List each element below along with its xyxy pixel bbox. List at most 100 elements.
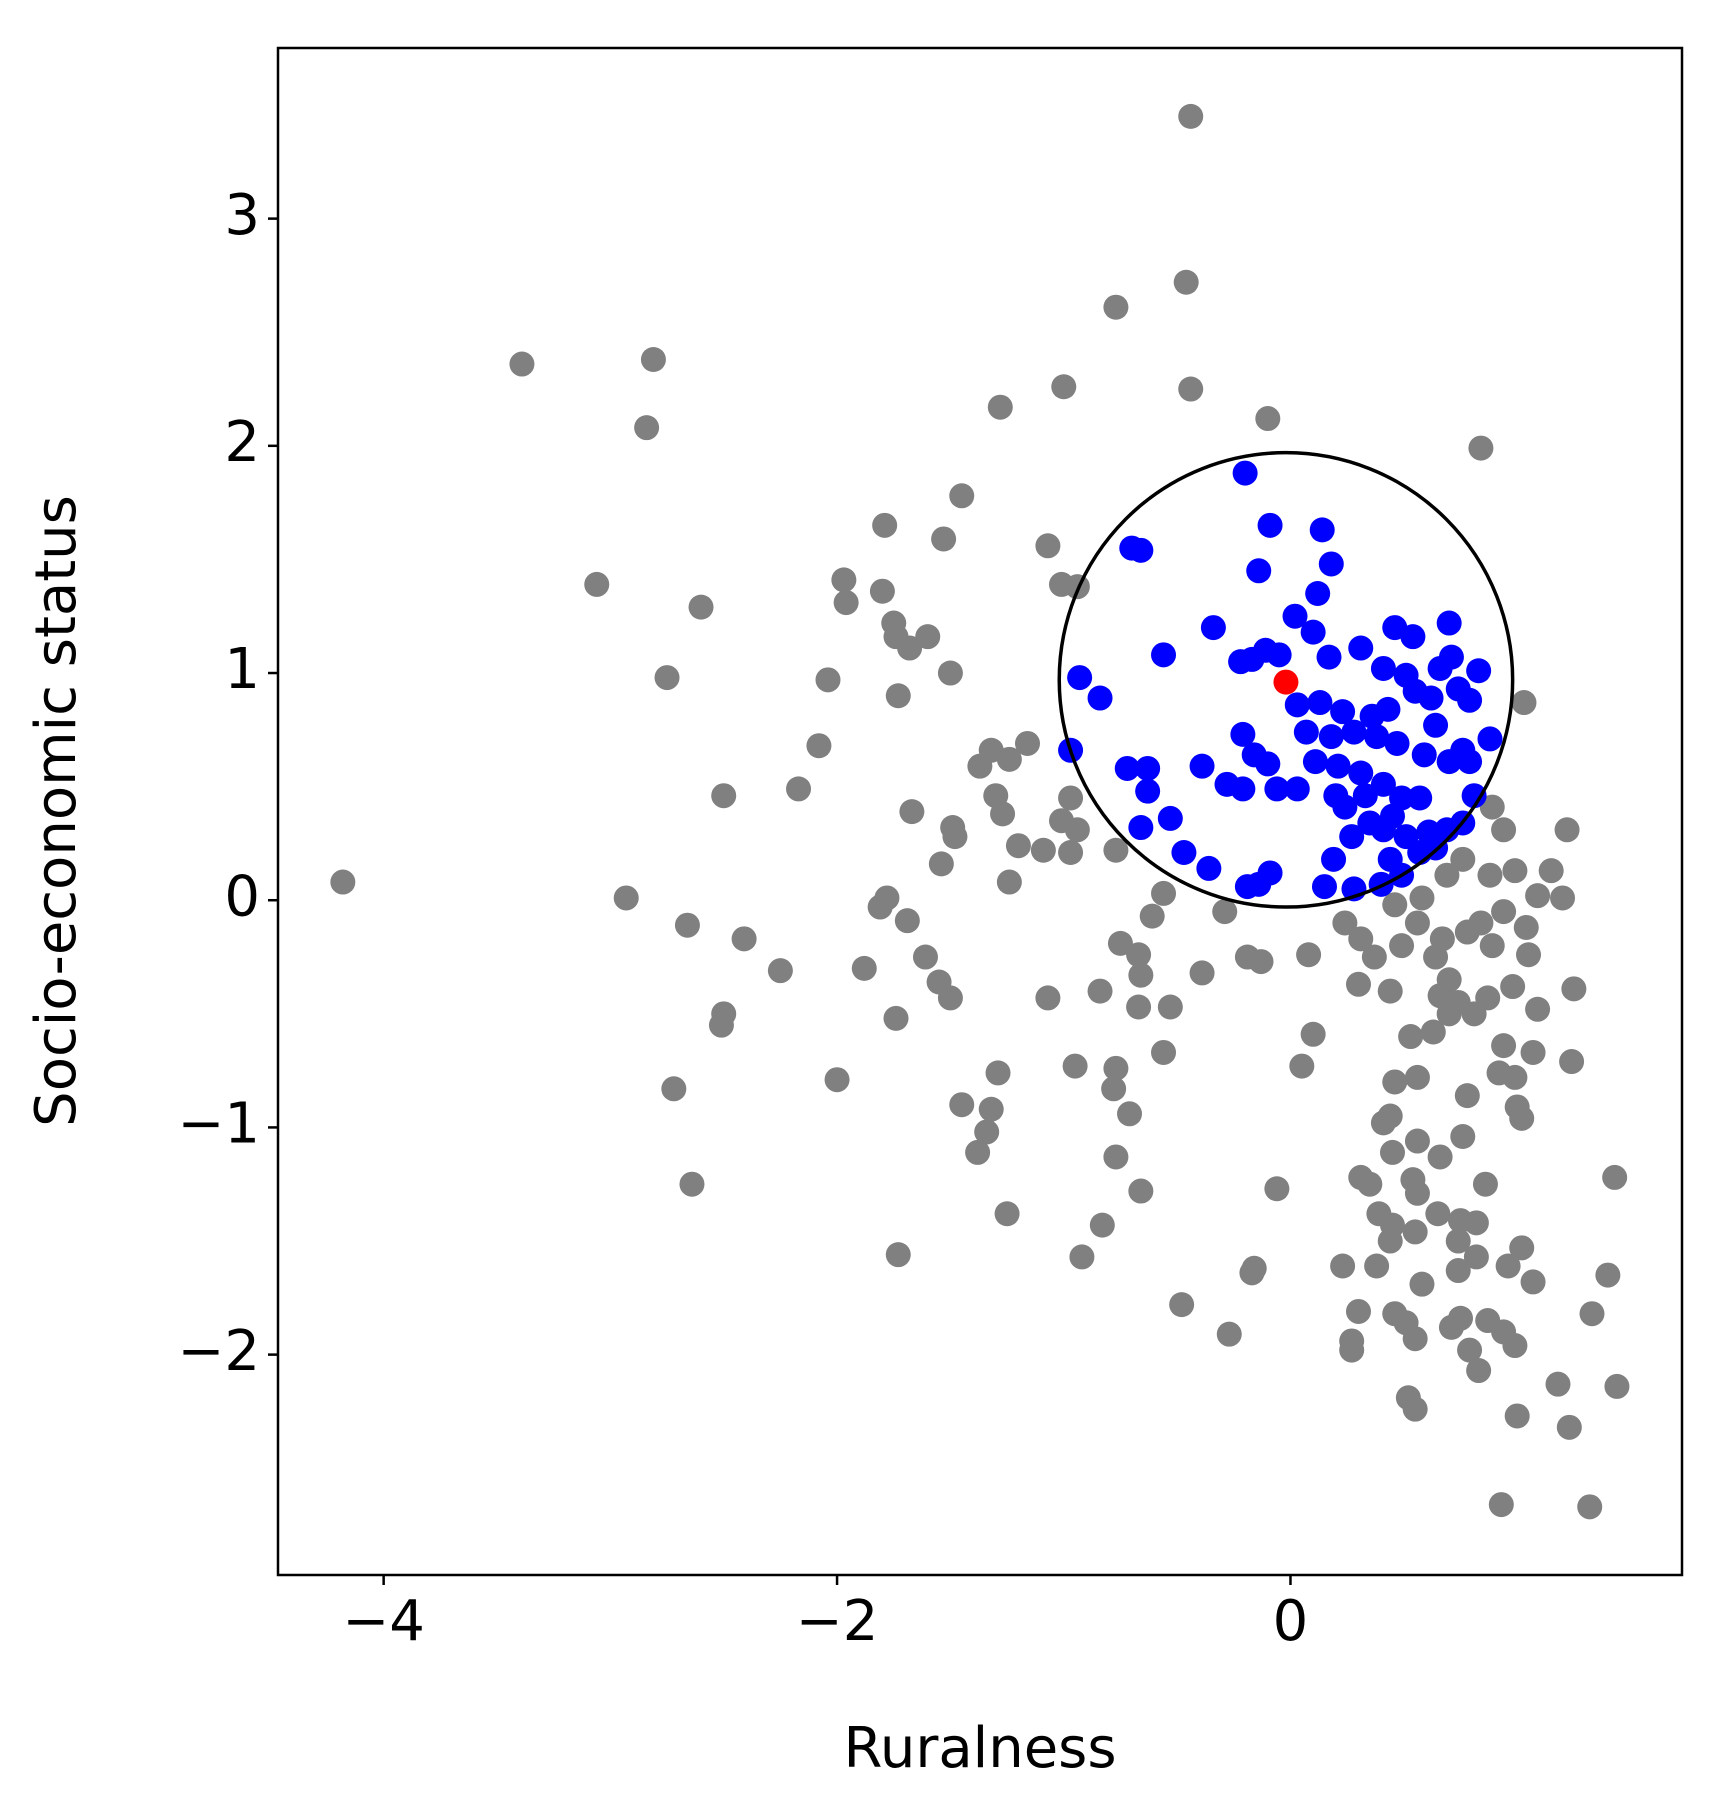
point [1545, 1371, 1571, 1397]
point [1232, 460, 1258, 486]
point [1062, 1053, 1088, 1079]
point [1171, 840, 1197, 866]
point [1577, 1494, 1603, 1520]
point [1169, 1292, 1195, 1318]
y-tick-label: 1 [224, 637, 260, 702]
point [1348, 760, 1374, 786]
point [928, 851, 954, 877]
point [1300, 1021, 1326, 1047]
point [974, 1119, 1000, 1145]
point [1058, 785, 1084, 811]
point [1302, 749, 1328, 775]
point [1348, 926, 1374, 952]
x-tick-label: 0 [1273, 1589, 1309, 1654]
point [1479, 933, 1505, 959]
point [1307, 690, 1333, 716]
point [1234, 874, 1260, 900]
point [1069, 1244, 1095, 1270]
point [1466, 658, 1492, 684]
point [1135, 778, 1161, 804]
point [1051, 374, 1077, 400]
point [786, 776, 812, 802]
point [1427, 655, 1453, 681]
point [613, 885, 639, 911]
point [1407, 785, 1433, 811]
point [1450, 1124, 1476, 1150]
point [1420, 1019, 1446, 1045]
point [1538, 858, 1564, 884]
point [1255, 406, 1281, 432]
point [1370, 771, 1396, 797]
point [967, 753, 993, 779]
point [1067, 665, 1093, 691]
point [1423, 712, 1449, 738]
point [1602, 1164, 1628, 1190]
point [883, 1005, 909, 1031]
point [1189, 960, 1215, 986]
point [885, 683, 911, 709]
point [1103, 1144, 1129, 1170]
point [1411, 742, 1437, 768]
point [1402, 1396, 1428, 1422]
point [1339, 824, 1365, 850]
point [1246, 558, 1272, 584]
point [867, 894, 893, 920]
point [679, 1171, 705, 1197]
point [912, 944, 938, 970]
point [1450, 737, 1476, 763]
point [1101, 1076, 1127, 1102]
point [1030, 837, 1056, 863]
point [654, 665, 680, 691]
point [994, 1201, 1020, 1227]
point [1173, 269, 1199, 295]
point [869, 578, 895, 604]
point [1318, 551, 1344, 577]
point [1370, 817, 1396, 843]
point [1525, 996, 1551, 1022]
point [1300, 619, 1326, 645]
point [1284, 692, 1310, 718]
point [1450, 846, 1476, 872]
point [1035, 533, 1061, 559]
point [1293, 719, 1319, 745]
point [1345, 1298, 1371, 1324]
y-tick-label: 3 [224, 183, 260, 248]
point [1128, 962, 1154, 988]
point [1377, 978, 1403, 1004]
point [1409, 1271, 1435, 1297]
plot-frame [276, 46, 1684, 1577]
point [1212, 899, 1238, 925]
point [1404, 1128, 1430, 1154]
point [1525, 883, 1551, 909]
point [1014, 730, 1040, 756]
point [1457, 1337, 1483, 1363]
point [584, 571, 610, 597]
y-axis-label: Socio-economic status [24, 495, 89, 1127]
point [1454, 1083, 1480, 1109]
neighborhood-circle [1057, 450, 1515, 909]
point [1516, 942, 1542, 968]
point [1325, 753, 1351, 779]
point [1151, 880, 1177, 906]
point [661, 1076, 687, 1102]
point [1058, 840, 1084, 866]
point [1273, 669, 1299, 695]
point [985, 1060, 1011, 1086]
point [833, 590, 859, 616]
point [1472, 1171, 1498, 1197]
point [1089, 1212, 1115, 1238]
point [640, 346, 666, 372]
point [1316, 644, 1342, 670]
point [806, 733, 832, 759]
point [1556, 1414, 1582, 1440]
point [1035, 985, 1061, 1011]
point [1513, 914, 1539, 940]
point [1282, 603, 1308, 629]
point [711, 783, 737, 809]
point [915, 624, 941, 650]
point [1604, 1373, 1630, 1399]
point [1402, 1219, 1428, 1245]
point [1436, 610, 1462, 636]
